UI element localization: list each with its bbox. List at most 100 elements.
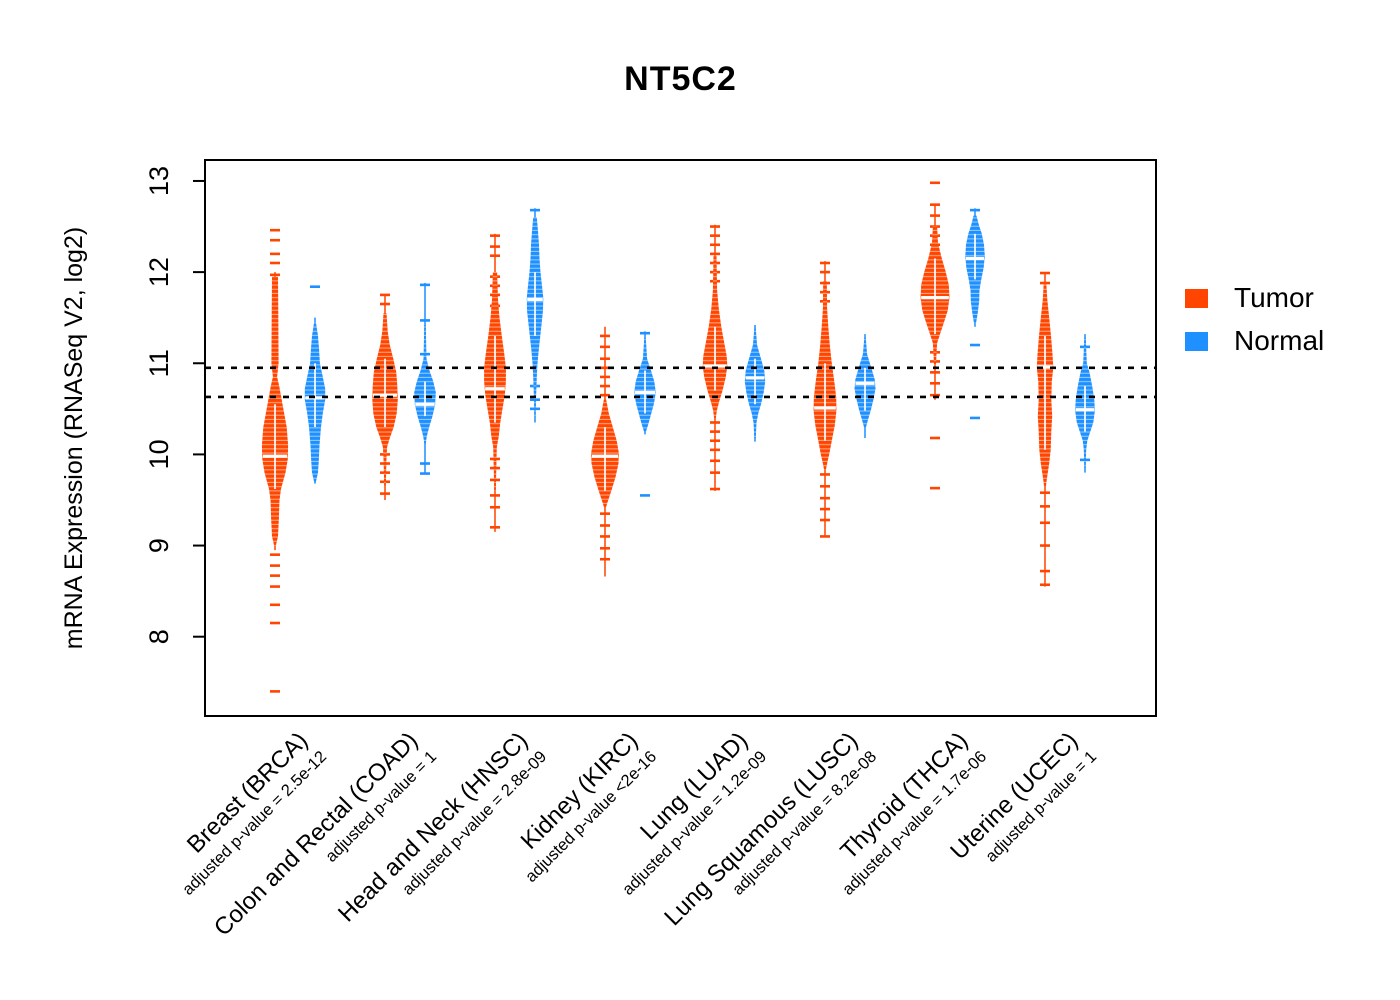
violin-brca-tumor-outlier-6: [270, 564, 280, 567]
violin-thca-tumor-outlier-2: [930, 214, 940, 217]
violin-thca-tumor-outlier-0: [930, 181, 940, 185]
violin-kirc-normal-outlier-1: [640, 494, 650, 497]
violin-hnsc-normal-median-line: [527, 297, 543, 302]
violin-luad-tumor-median-line: [703, 364, 727, 368]
violin-thca-tumor-outlier-12: [930, 486, 940, 490]
violin-kirc-tumor-outlier-6: [600, 393, 610, 397]
violin-brca-tumor-outlier-2: [270, 252, 280, 256]
violin-luad-normal-median-line: [745, 376, 765, 380]
y-tick-label-12: 12: [144, 257, 174, 287]
y-tick-label-8: 8: [144, 629, 174, 644]
violin-lusc-tumor-outlier-8: [820, 507, 830, 511]
violin-ucec-tumor-outlier-2: [1040, 491, 1050, 494]
violin-luad-tumor-outlier-0: [710, 225, 720, 228]
violin-kirc-tumor-outlier-11: [600, 557, 610, 561]
violin-thca-normal-median-line: [965, 256, 985, 261]
violin-brca-normal-outlier-0: [310, 285, 320, 288]
y-tick-label-11: 11: [144, 349, 174, 377]
violin-hnsc-tumor-outlier-0: [490, 234, 500, 237]
violin-luad-tumor-outlier-12: [710, 471, 720, 474]
violin-thca-normal-outlier-2: [970, 416, 980, 420]
violin-luad-tumor-outlier-11: [710, 459, 720, 463]
violin-brca-tumor-outlier-11: [270, 690, 280, 693]
violin-lusc-tumor-outlier-0: [820, 261, 830, 265]
violin-luad-tumor-outlier-13: [710, 487, 720, 491]
violin-coad-tumor-median-line: [373, 393, 397, 397]
violin-brca-tumor-median-line: [262, 454, 288, 458]
violin-hnsc-tumor-outlier-11: [490, 505, 500, 509]
violin-coad-normal-outlier-4: [420, 472, 430, 475]
violin-thca-normal-outlier-0: [970, 208, 980, 212]
violin-ucec-normal-median-line: [1075, 408, 1095, 412]
violin-lusc-tumor-outlier-1: [820, 270, 830, 274]
violin-coad-tumor-outlier-0: [380, 293, 390, 297]
violin-luad-tumor-outlier-8: [710, 430, 720, 433]
violin-kirc-tumor-median-line: [591, 454, 619, 458]
violin-lusc-tumor-outlier-5: [820, 473, 830, 476]
legend-label-tumor: Tumor: [1234, 282, 1314, 313]
violin-lusc-tumor-median-line: [814, 406, 836, 410]
violin-kirc-normal-median-line: [634, 390, 656, 395]
normal-swatch-icon: [1185, 331, 1208, 351]
violin-kirc-tumor-outlier-5: [600, 384, 610, 388]
violin-thca-tumor-outlier-9: [930, 382, 940, 385]
violin-thca-tumor-outlier-10: [930, 393, 940, 397]
violin-lusc-tumor-outlier-7: [820, 496, 830, 500]
violin-kirc-tumor-outlier-9: [600, 535, 610, 538]
violin-luad-tumor-outlier-10: [710, 448, 720, 452]
violin-ucec-tumor-outlier-0: [1040, 271, 1050, 275]
violin-luad-tumor-outlier-7: [710, 421, 720, 424]
violin-brca-tumor-outlier-0: [270, 228, 280, 232]
violin-coad-normal-median-line: [415, 402, 435, 406]
violin-brca-tumor-outlier-8: [270, 585, 280, 588]
violin-ucec-tumor-outlier-6: [1040, 569, 1050, 573]
violin-thca-tumor-outlier-11: [930, 436, 940, 440]
violin-kirc-tumor-outlier-8: [600, 524, 610, 527]
y-tick-label-13: 13: [144, 166, 174, 196]
violin-brca-tumor-outlier-10: [270, 621, 280, 625]
violin-thca-normal-outlier-1: [970, 343, 980, 347]
violin-hnsc-tumor-outlier-10: [490, 494, 500, 497]
violin-brca-tumor-outlier-7: [270, 574, 280, 577]
violin-hnsc-tumor-outlier-1: [490, 245, 500, 248]
violin-coad-tumor-outlier-1: [380, 302, 390, 306]
violin-lusc-tumor-outlier-9: [820, 518, 830, 522]
y-axis-label: mRNA Expression (RNASeq V2, log2): [60, 226, 88, 650]
violin-ucec-tumor-outlier-4: [1040, 521, 1050, 525]
violin-coad-normal-outlier-0: [420, 283, 430, 287]
violin-luad-tumor-outlier-1: [710, 234, 720, 237]
violin-ucec-tumor-median-line: [1037, 365, 1053, 369]
chart-title: NT5C2: [624, 60, 737, 98]
legend-item-tumor: Tumor: [1185, 282, 1324, 314]
violin-kirc-tumor-outlier-10: [600, 546, 610, 550]
violin-hnsc-tumor-median-line: [485, 387, 505, 391]
violin-coad-tumor-outlier-6: [380, 492, 390, 495]
violin-thca-tumor-outlier-8: [930, 371, 940, 374]
violin-kirc-tumor-outlier-4: [600, 375, 610, 379]
violin-kirc-tumor-outlier-7: [600, 512, 610, 515]
violin-kirc-tumor-outlier-2: [600, 357, 610, 361]
violin-brca-tumor-outlier-4: [270, 273, 280, 277]
violin-lusc-tumor-outlier-10: [820, 535, 830, 538]
violin-hnsc-tumor-outlier-2: [490, 254, 500, 258]
violin-kirc-tumor-outlier-0: [600, 334, 610, 338]
y-tick-label-9: 9: [144, 538, 174, 553]
violin-coad-normal-outlier-1: [420, 319, 430, 322]
violin-kirc-tumor-outlier-1: [600, 345, 610, 349]
violin-luad-tumor-outlier-3: [710, 252, 720, 256]
legend-item-normal: Normal: [1185, 325, 1324, 357]
violin-kirc-tumor-outlier-3: [600, 366, 610, 370]
violin-kirc-normal-outlier-0: [640, 331, 650, 335]
violin-lusc-normal-median-line: [855, 381, 875, 385]
violin-coad-normal-outlier-3: [420, 462, 430, 465]
violin-brca-tumor-outlier-5: [270, 553, 280, 556]
violin-thca-tumor-outlier-1: [930, 203, 940, 206]
violin-hnsc-tumor-outlier-12: [490, 526, 500, 529]
violin-lusc-tumor-outlier-6: [820, 485, 830, 488]
violin-luad-tumor-outlier-9: [710, 439, 720, 443]
x-label-group-1: Breast (BRCA)adjusted p-value = 2.5e-12: [179, 727, 330, 899]
violin-hnsc-normal-outlier-0: [530, 208, 540, 212]
violin-ucec-tumor-outlier-5: [1040, 544, 1050, 547]
